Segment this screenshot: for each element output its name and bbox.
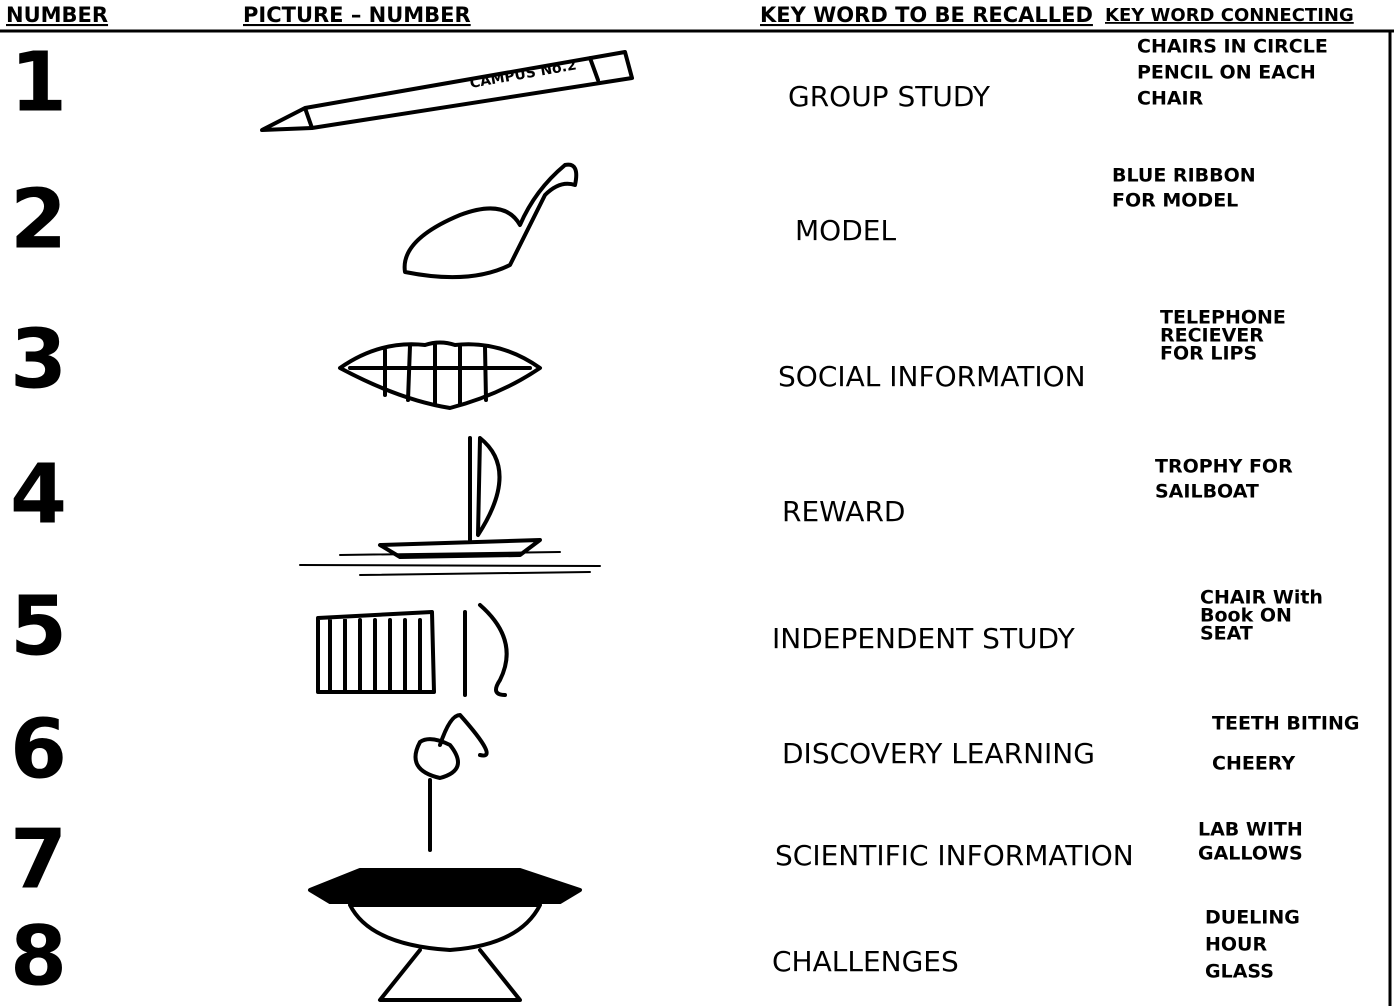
pencil: CAMPUS No.2 bbox=[260, 50, 634, 132]
connecting-word: DUELING bbox=[1205, 907, 1300, 929]
connecting-word: CHAIRS IN CIRCLE bbox=[1137, 36, 1328, 58]
key-word: SOCIAL INFORMATION bbox=[778, 360, 1086, 393]
sailboat bbox=[299, 436, 601, 576]
connecting-word: GLASS bbox=[1205, 961, 1274, 983]
key-word: SCIENTIFIC INFORMATION bbox=[775, 839, 1134, 872]
connecting-word: TEETH BITING bbox=[1212, 713, 1359, 735]
row-number: 1 bbox=[10, 35, 67, 130]
connecting-word: FOR MODEL bbox=[1112, 190, 1238, 212]
header-picture: PICTURE – NUMBER bbox=[243, 3, 471, 27]
pencil-label: CAMPUS No.2 bbox=[469, 57, 578, 92]
key-word: CHALLENGES bbox=[772, 945, 959, 978]
connecting-word: GALLOWS bbox=[1198, 843, 1303, 865]
connecting-word: TROPHY FOR bbox=[1155, 456, 1293, 478]
connecting-word: RECIEVER bbox=[1160, 325, 1264, 347]
lips bbox=[338, 340, 542, 410]
row-number: 2 bbox=[10, 172, 67, 267]
connecting-word: SAILBOAT bbox=[1155, 481, 1259, 503]
key-word: REWARD bbox=[782, 495, 905, 528]
crib-and-figure bbox=[316, 603, 509, 697]
telephone-hourglass bbox=[308, 868, 582, 1002]
header-number: NUMBER bbox=[6, 3, 108, 27]
key-word: MODEL bbox=[795, 214, 896, 247]
connecting-word: CHEERY bbox=[1212, 753, 1295, 775]
cherry bbox=[413, 713, 489, 852]
row-number: 7 bbox=[10, 812, 67, 907]
row-number: 4 bbox=[10, 447, 67, 542]
rows: 1 GROUP STUDY CHAIRS IN CIRCLE PENCIL ON EA… bbox=[10, 35, 1359, 1004]
connecting-word: SEAT bbox=[1200, 623, 1253, 645]
connecting-word: CHAIR bbox=[1137, 88, 1204, 110]
row-number: 8 bbox=[10, 909, 67, 1004]
swan-spoon bbox=[402, 162, 579, 280]
connecting-word: FOR LIPS bbox=[1160, 343, 1257, 365]
connecting-word: PENCIL ON EACH bbox=[1137, 62, 1316, 84]
connecting-word: Book ON bbox=[1200, 605, 1292, 627]
connecting-word: HOUR bbox=[1205, 934, 1267, 956]
connecting-word: CHAIR With bbox=[1200, 587, 1323, 609]
key-word: GROUP STUDY bbox=[788, 80, 991, 113]
drawings: CAMPUS No.2 bbox=[260, 50, 634, 1002]
connecting-word: LAB WITH bbox=[1198, 819, 1303, 841]
header-keyword: KEY WORD TO BE RECALLED bbox=[760, 3, 1093, 27]
connecting-word: TELEPHONE bbox=[1160, 307, 1286, 329]
row-number: 5 bbox=[10, 579, 67, 674]
key-word: INDEPENDENT STUDY bbox=[772, 622, 1076, 655]
row-number: 3 bbox=[10, 312, 67, 407]
key-word: DISCOVERY LEARNING bbox=[782, 737, 1095, 770]
header-connecting: KEY WORD CONNECTING bbox=[1105, 5, 1354, 26]
connecting-word: BLUE RIBBON bbox=[1112, 165, 1256, 187]
row-number: 6 bbox=[10, 702, 67, 797]
